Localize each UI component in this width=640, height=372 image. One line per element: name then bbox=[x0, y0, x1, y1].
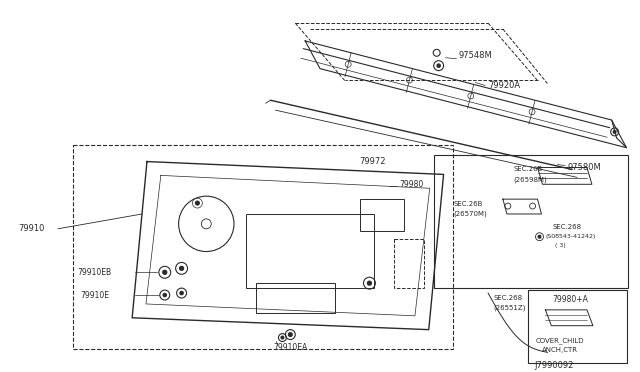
Text: J7990092: J7990092 bbox=[534, 361, 574, 370]
Text: SEC.268: SEC.268 bbox=[493, 295, 522, 301]
Text: SEC.26B: SEC.26B bbox=[454, 201, 483, 207]
Circle shape bbox=[281, 336, 284, 339]
Circle shape bbox=[163, 270, 167, 275]
Circle shape bbox=[289, 333, 292, 337]
Text: 79910E: 79910E bbox=[81, 291, 109, 299]
Text: ( 3): ( 3) bbox=[556, 243, 566, 248]
Text: 97580M: 97580M bbox=[567, 163, 601, 172]
Text: ANCH,CTR: ANCH,CTR bbox=[541, 347, 577, 353]
Bar bbox=[246, 214, 374, 288]
Circle shape bbox=[613, 131, 616, 134]
Circle shape bbox=[179, 266, 184, 270]
Text: 97548M: 97548M bbox=[458, 51, 492, 60]
Text: 79980+A: 79980+A bbox=[552, 295, 588, 304]
Circle shape bbox=[367, 281, 371, 285]
Text: (S08543-41242): (S08543-41242) bbox=[545, 234, 596, 239]
Text: 79910EB: 79910EB bbox=[78, 268, 112, 277]
Text: 79920A: 79920A bbox=[488, 81, 520, 90]
Bar bbox=[434, 155, 628, 288]
Circle shape bbox=[163, 293, 166, 297]
Text: (26551Z): (26551Z) bbox=[493, 305, 525, 311]
Circle shape bbox=[538, 235, 541, 238]
Text: (26570M): (26570M) bbox=[454, 211, 487, 217]
Text: (26598M): (26598M) bbox=[514, 176, 548, 183]
Text: 79910: 79910 bbox=[19, 224, 45, 233]
Text: 79910EA: 79910EA bbox=[273, 343, 308, 352]
Circle shape bbox=[180, 291, 183, 295]
Bar bbox=[360, 199, 404, 231]
Text: SEC.26B: SEC.26B bbox=[514, 167, 543, 173]
Bar bbox=[527, 290, 627, 363]
Text: SEC.268: SEC.268 bbox=[552, 224, 582, 230]
Bar bbox=[73, 145, 454, 349]
Text: 79972: 79972 bbox=[360, 157, 386, 166]
Text: 79980: 79980 bbox=[399, 180, 423, 189]
Bar bbox=[394, 239, 424, 288]
Text: COVER_CHILD: COVER_CHILD bbox=[536, 337, 584, 344]
Circle shape bbox=[437, 64, 440, 67]
Circle shape bbox=[195, 201, 200, 205]
Bar bbox=[256, 283, 335, 313]
